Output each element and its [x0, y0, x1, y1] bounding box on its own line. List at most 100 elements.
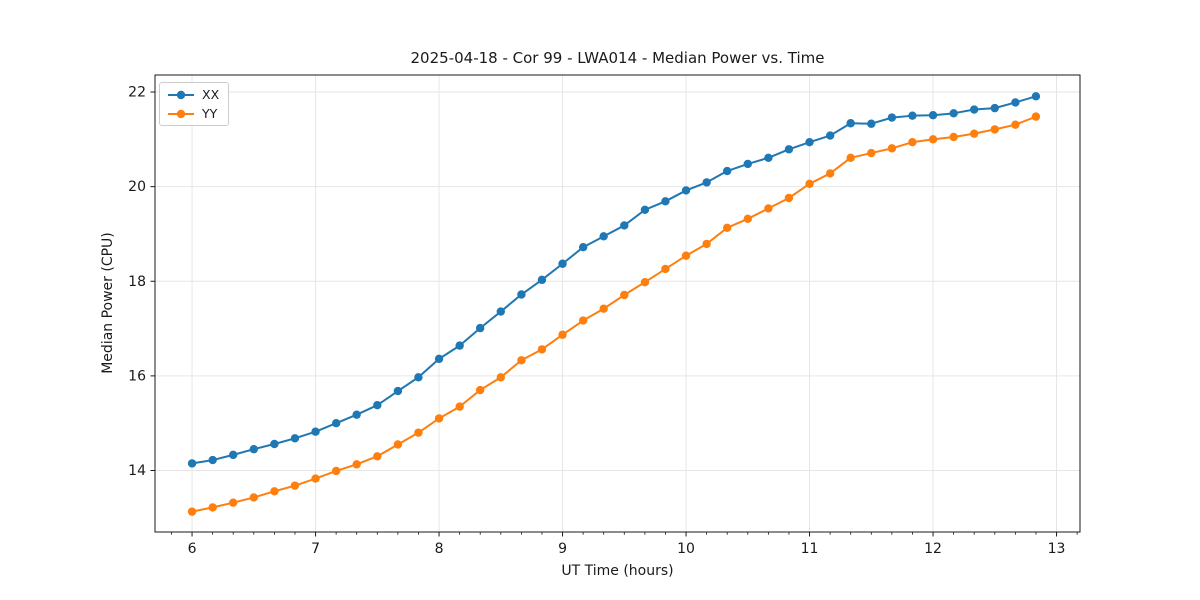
series-xx-marker	[311, 427, 320, 436]
x-tick-label: 11	[801, 541, 819, 557]
series-xx-marker	[414, 373, 423, 382]
series-yy-marker	[475, 385, 485, 395]
y-tick-label: 20	[128, 179, 146, 195]
series-xx-marker	[270, 439, 279, 449]
series-yy-marker	[702, 239, 711, 249]
series-yy-marker	[825, 169, 835, 178]
series-yy-marker	[722, 223, 732, 233]
y-tick-label: 14	[128, 463, 146, 479]
series-yy-marker	[1031, 112, 1041, 121]
series-yy-marker	[969, 129, 979, 138]
series-yy-marker	[414, 428, 423, 437]
series-xx-line	[191, 95, 1037, 465]
series-xx-marker	[228, 450, 238, 460]
legend-item-xx: XX	[167, 86, 219, 103]
series-yy-marker	[537, 345, 547, 354]
series-xx-marker	[208, 455, 217, 465]
series-yy-marker	[640, 278, 650, 287]
series-yy-marker	[620, 290, 629, 300]
series-yy-marker	[578, 316, 588, 325]
series-xx-marker	[764, 153, 773, 162]
series-xx-marker	[455, 341, 464, 350]
legend-label-xx: XX	[202, 87, 220, 102]
series-xx-marker	[434, 354, 444, 364]
series-yy-marker	[949, 132, 958, 142]
series-xx-marker	[805, 137, 814, 147]
series-yy-marker	[249, 493, 258, 502]
x-tick-label: 8	[435, 541, 444, 557]
y-tick-label: 16	[128, 368, 146, 384]
x-tick-label: 7	[311, 541, 320, 557]
series-xx-marker	[702, 178, 711, 187]
series-yy-marker	[270, 487, 279, 496]
series-yy-marker	[208, 503, 217, 512]
series-xx-marker	[599, 232, 608, 241]
series-xx-marker	[990, 103, 999, 113]
series-yy-marker	[784, 193, 794, 203]
series-yy-marker	[290, 481, 300, 490]
plot-border	[154, 74, 1081, 533]
series-yy-marker	[434, 414, 444, 423]
x-tick-label: 9	[558, 541, 567, 557]
series-yy-marker	[455, 402, 464, 411]
series-yy-marker	[764, 204, 773, 213]
series-xx-marker	[475, 323, 485, 333]
series-xx-marker	[640, 205, 650, 215]
series-xx-marker	[867, 119, 876, 128]
series-yy-marker	[867, 148, 876, 158]
x-tick-label: 12	[924, 541, 942, 557]
series-xx-marker	[373, 401, 382, 410]
series-yy-marker	[558, 330, 567, 339]
series-xx-marker	[722, 166, 732, 176]
legend-marker-icon	[176, 109, 186, 118]
series-yy-line	[191, 115, 1037, 513]
legend-sample-xx	[168, 90, 194, 99]
series-xx-marker	[249, 445, 258, 454]
series-yy-marker	[393, 440, 403, 449]
legend-sample-yy	[168, 109, 194, 118]
series-yy-marker	[331, 466, 341, 476]
x-tick-label: 6	[188, 541, 197, 557]
series-yy-marker	[187, 507, 197, 516]
series-yy-marker	[661, 264, 670, 274]
series-xx-marker	[928, 111, 938, 120]
series-yy-marker	[846, 153, 855, 162]
series-xx-marker	[517, 290, 526, 299]
series-yy-marker	[681, 251, 691, 260]
series-yy-marker	[352, 460, 361, 469]
series-yy-marker	[373, 452, 382, 461]
series-xx-marker	[949, 109, 958, 118]
series-yy-marker	[599, 304, 608, 313]
x-tick-label: 10	[677, 541, 695, 557]
series-yy-marker	[908, 137, 917, 147]
series-xx-marker	[187, 459, 197, 468]
series-xx-marker	[846, 119, 855, 128]
series-yy-marker	[517, 356, 526, 365]
x-tick-label: 13	[1048, 541, 1066, 557]
legend-label-yy: YY	[202, 106, 218, 121]
legend-item-yy: YY	[167, 105, 219, 122]
series-xx-marker	[537, 275, 547, 285]
series-xx-marker	[908, 111, 917, 120]
series-xx-marker	[393, 386, 403, 396]
series-xx-marker	[681, 186, 691, 195]
series-xx-marker	[743, 159, 752, 169]
series-xx-marker	[784, 145, 794, 154]
series-xx-marker	[578, 243, 588, 252]
series-xx-marker	[969, 105, 979, 114]
legend-marker-icon	[176, 90, 186, 99]
series-yy-marker	[928, 135, 938, 144]
series-yy-marker	[805, 179, 814, 189]
series-xx-marker	[620, 221, 629, 230]
series-yy-marker	[1011, 120, 1020, 129]
series-xx-marker	[661, 197, 670, 206]
series-xx-marker	[558, 259, 567, 268]
y-axis-label: Median Power (CPU)	[100, 232, 116, 374]
series-yy-marker	[228, 498, 238, 507]
series-xx-marker	[496, 307, 505, 316]
series-xx-marker	[1011, 98, 1020, 107]
series-xx-marker	[352, 410, 361, 419]
y-tick-label: 22	[128, 85, 146, 101]
